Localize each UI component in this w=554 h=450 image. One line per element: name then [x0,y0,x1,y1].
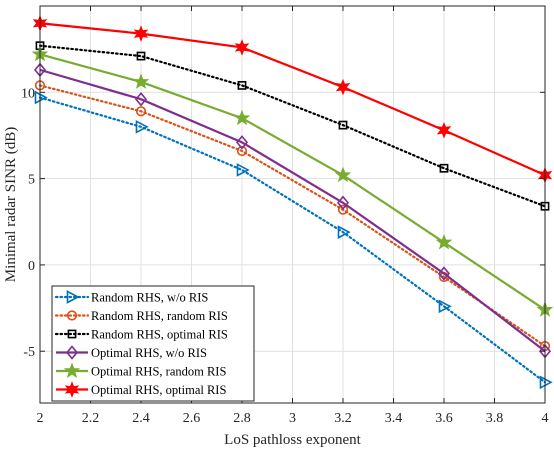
grid [40,6,545,403]
data-point [135,120,149,134]
data-point [337,225,351,239]
data-point [236,163,250,177]
legend-label: Optimal RHS, optimal RIS [91,383,226,397]
series-1 [34,90,553,390]
legend-marker [66,290,80,304]
series-line [39,53,546,311]
data-point [233,109,251,126]
data-point [334,166,352,183]
legend-marker [63,362,81,378]
data-point [335,78,351,96]
y-tick-label: -5 [23,345,35,360]
data-point [438,299,452,314]
x-tick-label: 2.2 [82,411,100,426]
data-point [236,145,248,157]
x-tick-label: 2 [37,411,44,426]
data-point [132,73,150,89]
series-line [39,68,546,353]
legend: Random RHS, w/o RIS Random RHS, random RI… [51,285,255,402]
legend-box [51,285,255,402]
legend-marker [65,345,79,360]
data-point [439,163,449,173]
data-point [133,25,149,42]
legend-label: Random RHS, optimal RIS [91,328,228,342]
legend-entry: Random RHS, random RIS [54,309,228,323]
data-point [436,121,452,139]
x-tick-label: 2.4 [132,411,150,426]
legend-entry: Optimal RHS, optimal RIS [56,381,226,398]
x-tick-label: 3.6 [435,411,453,426]
data-point [337,204,349,215]
series-layer [31,14,554,390]
legend-label: Optimal RHS, w/o RIS [91,346,207,360]
x-tick-label: 2.6 [183,411,201,426]
x-tick-label: 2.8 [233,411,251,426]
data-point [437,266,451,281]
x-axis-title: LoS pathloss exponent [224,432,361,448]
x-tick-label: 4 [542,411,549,426]
data-point [237,81,247,90]
x-tick-label: 3.4 [385,411,403,426]
legend-entry: Optimal RHS, random RIS [56,362,226,379]
legend-marker [67,329,77,339]
y-tick-label: 10 [21,86,35,101]
legend-entry: Random RHS, w/o RIS [54,290,208,305]
legend-label: Random RHS, random RIS [91,309,228,323]
data-point [338,120,348,130]
legend-label: Random RHS, w/o RIS [91,291,208,305]
y-tick-label: 5 [28,173,35,188]
x-tick-label: 3.2 [334,411,352,426]
data-point [136,51,146,61]
x-tick-label: 3 [289,411,296,426]
data-point [435,233,453,250]
data-point [539,375,553,390]
y-axis-title: Minimal radar SINR (dB) [3,127,19,282]
legend-entry: Optimal RHS, w/o RIS [56,345,207,360]
series-line [38,44,547,208]
data-point [234,39,250,56]
legend-marker [64,381,80,398]
x-tick-label: 3.8 [486,411,504,426]
axis-ticks: 2 2.2 2.4 2.6 2.8 3 3.2 3.4 3.6 3.8 4 -5 0 5 10 [21,6,549,426]
data-point [336,195,350,211]
data-point [134,91,148,107]
data-point [235,135,249,150]
legend-label: Optimal RHS, random RIS [91,365,226,379]
series-line [39,22,546,177]
data-point [135,106,147,117]
legend-entry: Random RHS, optimal RIS [54,328,228,342]
y-tick-label: 0 [28,259,35,274]
series-line [38,84,547,348]
legend-marker [66,310,78,321]
data-point [34,90,48,105]
series-line [38,96,547,384]
